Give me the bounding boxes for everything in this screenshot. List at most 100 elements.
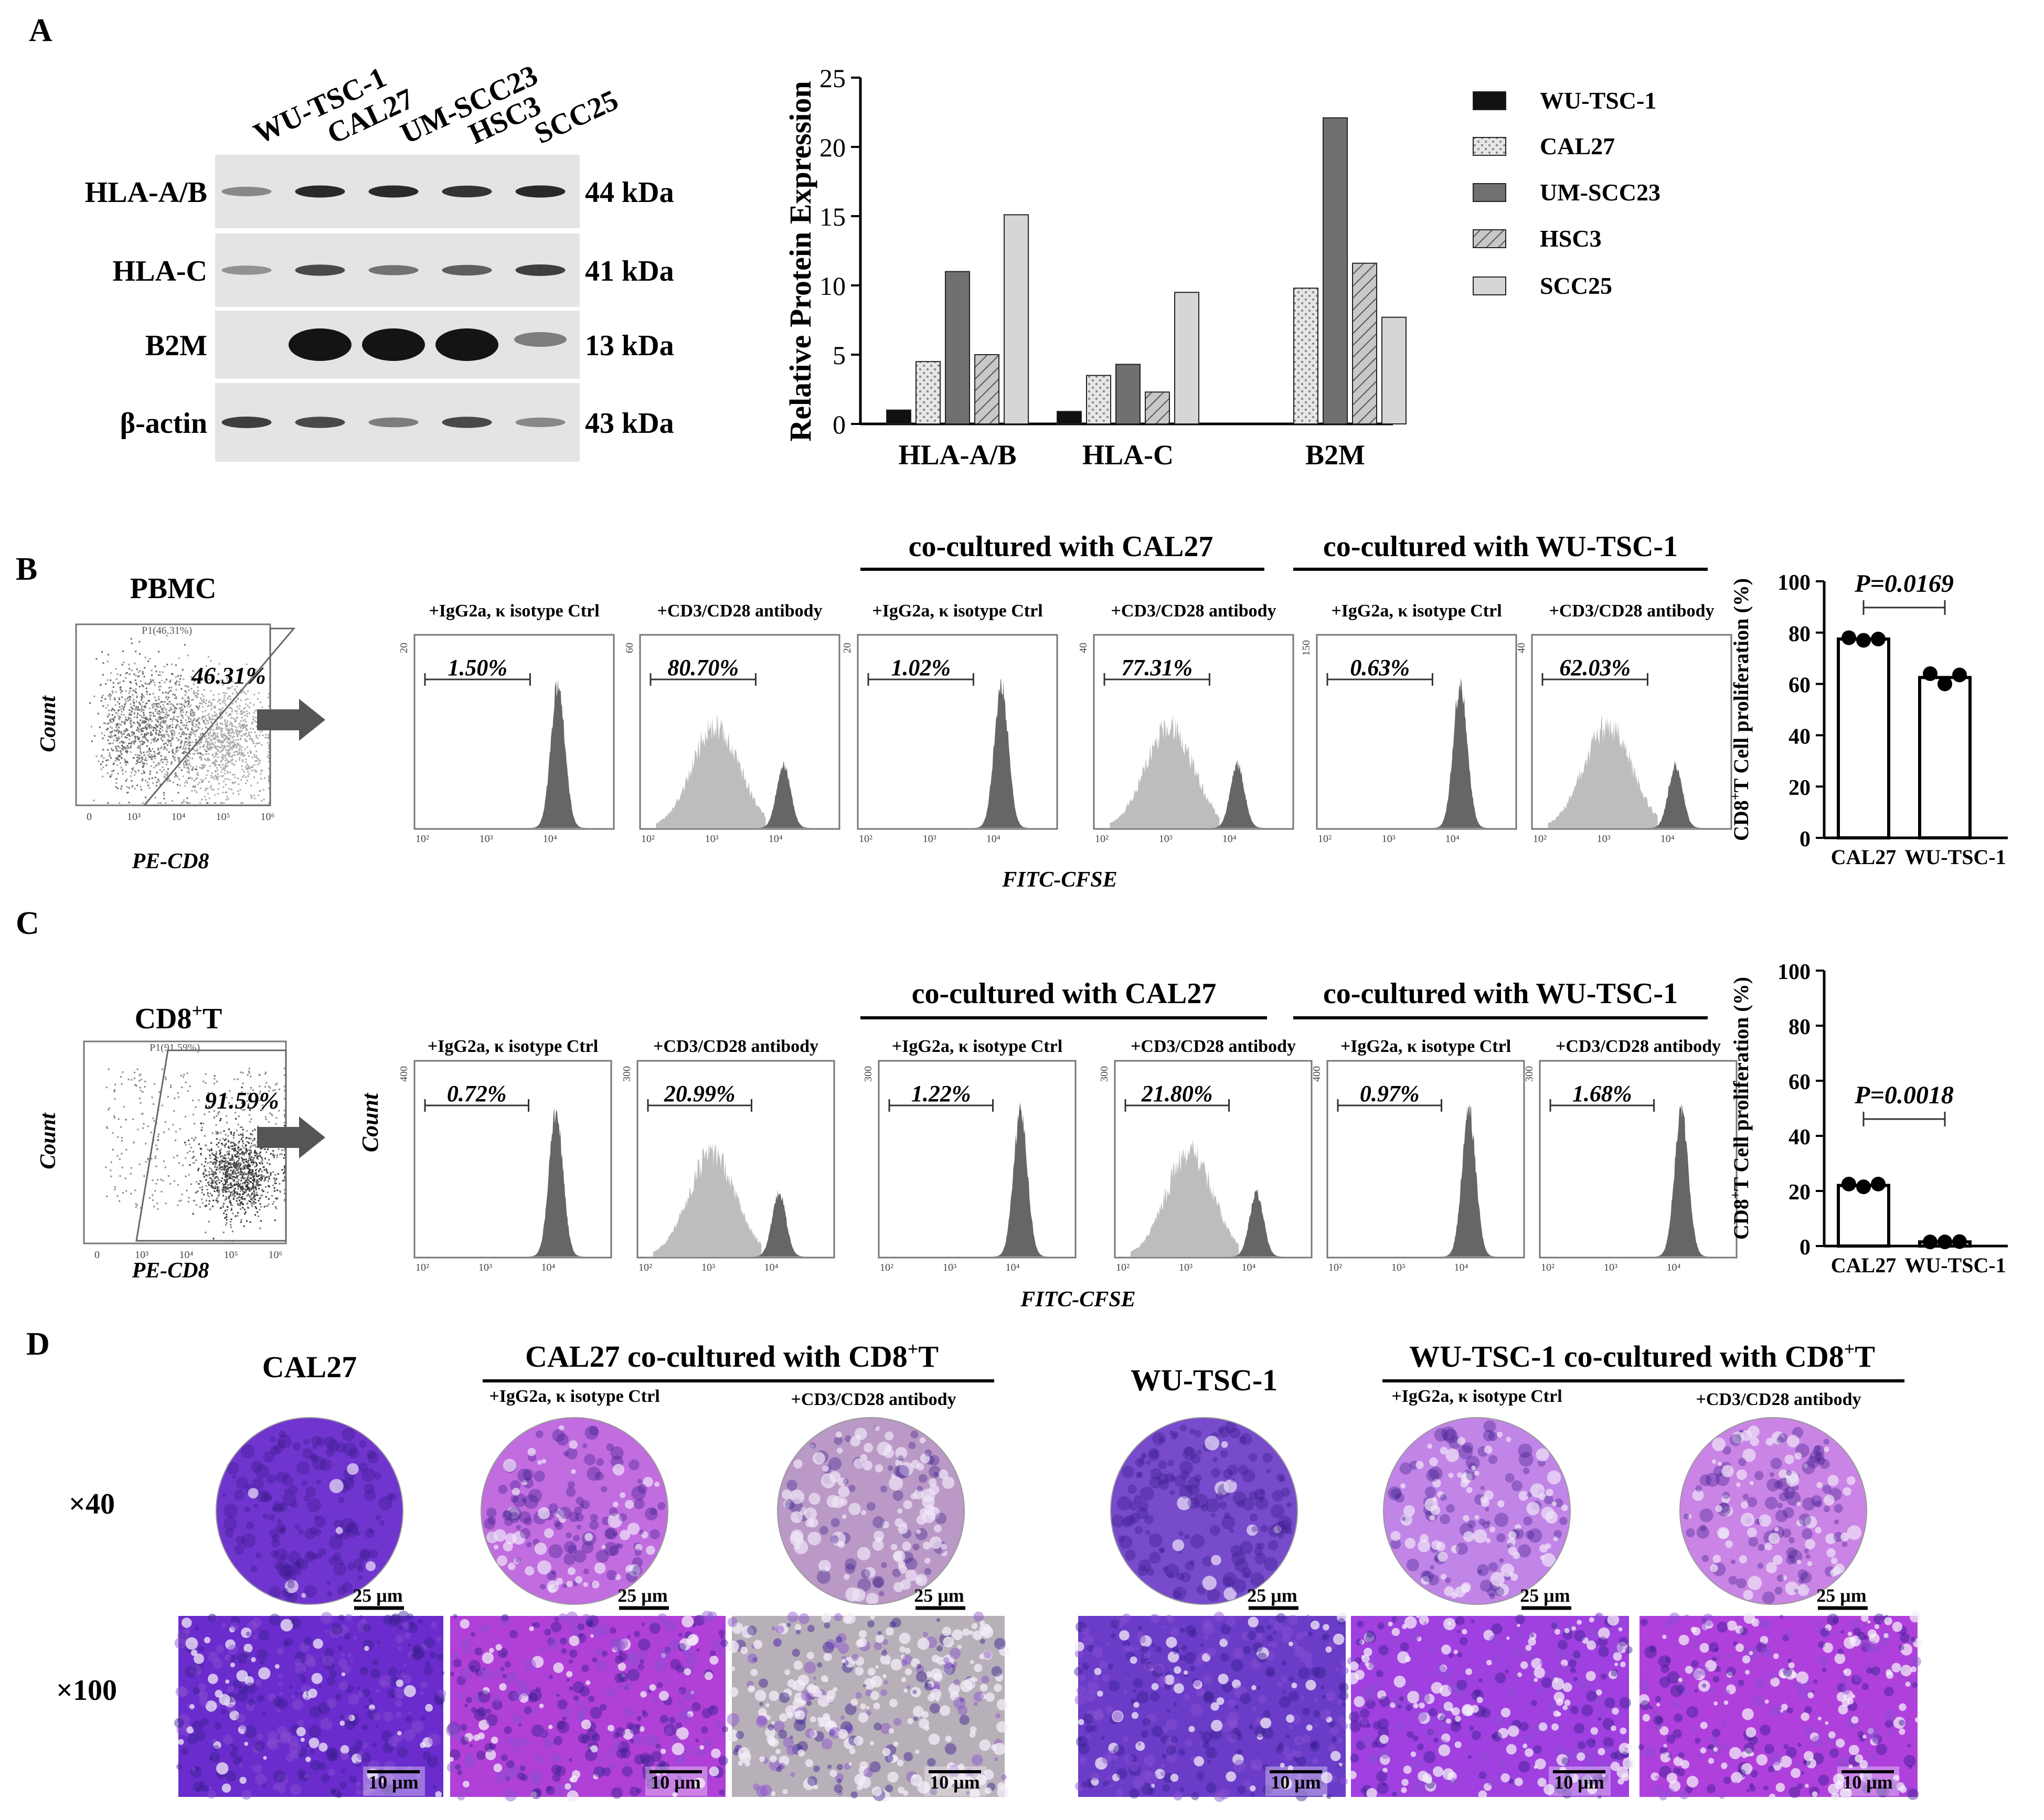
x-tick-label: 10³ bbox=[705, 833, 719, 845]
y-tick-label: 300 bbox=[863, 1066, 874, 1082]
x-tick-label: 10⁴ bbox=[1222, 833, 1237, 845]
y-tick-label: 150 bbox=[1301, 640, 1312, 656]
y-tick-label: 40 bbox=[1516, 643, 1527, 653]
y-tick-label: 100 bbox=[1777, 960, 1811, 984]
x-tick-label: 10⁶ bbox=[261, 811, 275, 823]
blot-label: β-actin bbox=[120, 407, 207, 440]
histogram-title: +CD3/CD28 antibody bbox=[653, 1037, 818, 1056]
gate-percent: 0.72% bbox=[447, 1081, 507, 1106]
x-axis-label-fitc-cfse: FITC-CFSE bbox=[1002, 868, 1117, 892]
x-tick-label: WU-TSC-1 bbox=[1904, 845, 2006, 869]
data-point bbox=[1856, 633, 1871, 648]
gate-polygon bbox=[135, 1049, 287, 1242]
data-point bbox=[1952, 667, 1967, 683]
y-tick-label: 40 bbox=[1788, 725, 1811, 749]
cd8-proliferation-chart-b: 0 20 40 60 80 100 CD8+T Cell proliferation (%)… bbox=[1728, 570, 2008, 869]
blot-band bbox=[289, 328, 352, 361]
group-title-cal27: CAL27 bbox=[262, 1350, 357, 1384]
panel-letter-c: C bbox=[16, 906, 39, 941]
x-tick-label: 10³ bbox=[1179, 1262, 1193, 1273]
y-tick-label: 20 bbox=[1788, 1180, 1811, 1205]
y-tick-label: 60 bbox=[1788, 1070, 1811, 1094]
well-image: 25 μm bbox=[1110, 1417, 1298, 1610]
blot-row: β-actin 43 kDa bbox=[120, 383, 674, 462]
scale-label: 25 μm bbox=[914, 1585, 964, 1606]
scatter-plot-pbmc: P1(46.31%) 46.31% 0 10³ 10⁴ 10⁵ 10⁶ bbox=[75, 623, 296, 823]
scale-label: 25 μm bbox=[353, 1585, 402, 1606]
histogram-peak bbox=[967, 678, 1037, 828]
legend-swatch bbox=[1473, 91, 1506, 110]
blot-band bbox=[221, 186, 272, 197]
y-axis-label-count: Count bbox=[36, 695, 60, 752]
x-tick-label: WU-TSC-1 bbox=[1904, 1253, 2006, 1277]
bar bbox=[945, 271, 970, 424]
blot-band bbox=[368, 417, 419, 428]
bar bbox=[1293, 288, 1318, 425]
plot-frame bbox=[1316, 634, 1517, 830]
histogram: +IgG2a, κ isotype Ctrl 150 0.63% 10² 10³ 10⁴ bbox=[1301, 601, 1517, 845]
histogram: +IgG2a, κ isotype Ctrl 300 1.22% 10² 10³ 10⁴ bbox=[863, 1037, 1077, 1273]
micrograph: 10 μm bbox=[1346, 1612, 1635, 1800]
histogram-title: +IgG2a, κ isotype Ctrl bbox=[428, 1037, 598, 1056]
well-image: 25 μm bbox=[777, 1417, 965, 1610]
panel-letter-b: B bbox=[16, 551, 37, 587]
western-blot: HLA-A/B 44 kDa HLA-C 41 kDa B2M 13 kDa β-actin… bbox=[85, 155, 674, 462]
plot-frame bbox=[878, 1060, 1077, 1259]
y-tick-label: 20 bbox=[1788, 776, 1811, 800]
x-tick-label: HLA-C bbox=[1082, 439, 1174, 471]
micrograph: 10 μm bbox=[1074, 1611, 1349, 1802]
legend-label: CAL27 bbox=[1540, 133, 1615, 159]
blot-band bbox=[295, 417, 345, 428]
bar bbox=[1352, 262, 1377, 424]
x-tick-label: 10³ bbox=[1604, 1262, 1617, 1273]
histogram-title: +CD3/CD28 antibody bbox=[1556, 1037, 1721, 1056]
legend-label: WU-TSC-1 bbox=[1540, 87, 1656, 114]
data-point bbox=[1841, 630, 1856, 645]
blot-band bbox=[515, 185, 566, 198]
panel-d: D CAL27 CAL27 co-cultured with CD8+T WU-… bbox=[26, 1326, 1922, 1802]
arrow-icon bbox=[257, 699, 325, 741]
bar bbox=[1115, 364, 1141, 424]
gate-percent: 91.59% bbox=[205, 1087, 279, 1114]
x-tick-label: 10³ bbox=[478, 1262, 492, 1273]
x-tick-label: 10⁵ bbox=[216, 811, 230, 823]
x-tick-label: 10⁴ bbox=[986, 833, 1000, 845]
x-tick-label: 10² bbox=[416, 833, 429, 845]
histogram: +CD3/CD28 antibody 300 20.99% 10² 10³ 10⁴ bbox=[621, 1037, 835, 1273]
y-tick-label: 100 bbox=[1777, 571, 1811, 595]
histogram-title: +IgG2a, κ isotype Ctrl bbox=[872, 601, 1042, 621]
gate-percent: 46.31% bbox=[191, 662, 266, 689]
x-tick-label: 10² bbox=[416, 1262, 429, 1273]
data-point bbox=[1871, 632, 1886, 647]
histogram-title: +CD3/CD28 antibody bbox=[1549, 601, 1714, 621]
y-tick-label: 10 bbox=[819, 271, 846, 301]
group-title-wu-tsc-1: WU-TSC-1 bbox=[1131, 1363, 1278, 1397]
y-tick-label: 400 bbox=[398, 1066, 410, 1082]
blot-row: HLA-C 41 kDa bbox=[113, 233, 674, 307]
histogram: +IgG2a, κ isotype Ctrl 20 1.02% 10² 10³ 10⁴ bbox=[842, 601, 1058, 845]
x-axis-label-pe-cd8: PE-CD8 bbox=[132, 849, 209, 874]
y-tick-label: 20 bbox=[398, 643, 410, 653]
group-header-wu-tsc-1: co-cultured with WU-TSC-1 bbox=[1323, 977, 1678, 1010]
bar bbox=[1145, 391, 1170, 425]
plot-frame bbox=[75, 623, 271, 806]
x-tick-label: 10² bbox=[1116, 1262, 1130, 1273]
blot-band bbox=[442, 264, 492, 276]
histogram-title: +IgG2a, κ isotype Ctrl bbox=[1340, 1037, 1511, 1056]
scatter-title-pbmc: PBMC bbox=[130, 572, 217, 605]
blot-band bbox=[442, 185, 492, 198]
x-tick-label: 10⁴ bbox=[1660, 833, 1675, 845]
scale-label: 25 μm bbox=[1520, 1585, 1570, 1606]
histogram: +IgG2a, κ isotype Ctrl 400 0.97% 10² 10³ 10⁴ bbox=[1311, 1037, 1525, 1273]
group-header-cal27: co-cultured with CAL27 bbox=[909, 530, 1213, 563]
well-image: 25 μm bbox=[481, 1417, 669, 1610]
micrograph: 10 μm bbox=[1638, 1611, 1922, 1801]
bar bbox=[1057, 411, 1082, 424]
histogram-title: +CD3/CD28 antibody bbox=[1131, 1037, 1296, 1056]
blot-band bbox=[221, 265, 272, 275]
blot-label: HLA-C bbox=[113, 255, 207, 288]
histogram-peak bbox=[750, 761, 819, 828]
x-tick-label: 10² bbox=[641, 833, 655, 845]
x-tick-label: 10² bbox=[880, 1262, 893, 1273]
